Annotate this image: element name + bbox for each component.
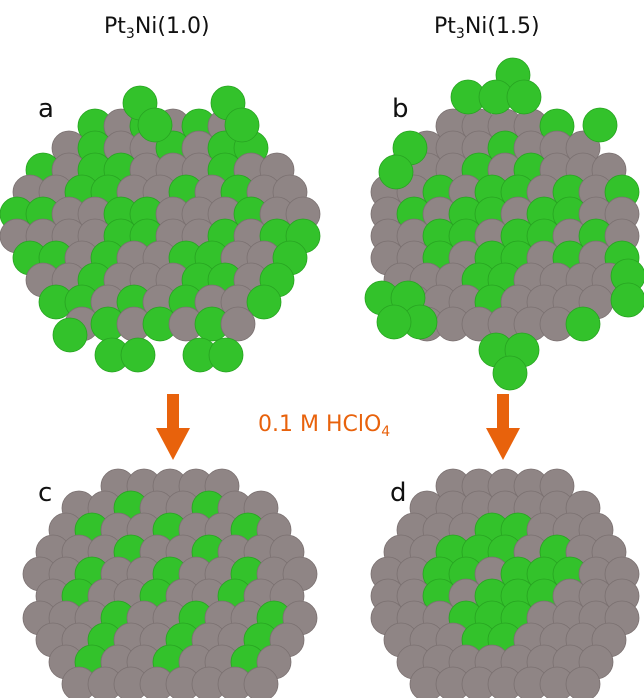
panel-label-c: c bbox=[38, 478, 53, 508]
ni-atom bbox=[610, 282, 644, 318]
panel-label-a: a bbox=[38, 94, 54, 124]
pt-atom bbox=[243, 666, 279, 698]
acid-treatment-label: 0.1 M HClO4 bbox=[258, 412, 391, 440]
panel-label-d: d bbox=[390, 478, 407, 508]
ni-atom bbox=[582, 107, 618, 143]
down-arrow-left bbox=[156, 394, 190, 460]
ni-atom bbox=[376, 304, 412, 340]
ni-atom bbox=[492, 355, 528, 391]
ni-atom bbox=[52, 317, 88, 353]
pt-atom bbox=[565, 666, 601, 698]
ni-atom bbox=[565, 306, 601, 342]
ni-atom bbox=[378, 154, 414, 190]
ni-atom bbox=[506, 79, 542, 115]
panel-label-b: b bbox=[392, 94, 409, 124]
ni-atom bbox=[208, 337, 244, 373]
ni-atom bbox=[137, 107, 173, 143]
title-pt3ni-1.5: Pt3Ni(1.5) bbox=[434, 14, 540, 42]
pt-atom bbox=[220, 306, 256, 342]
ni-atom bbox=[120, 337, 156, 373]
down-arrow-right bbox=[486, 394, 520, 460]
ni-atom bbox=[224, 107, 260, 143]
ni-atom bbox=[246, 284, 282, 320]
title-pt3ni-1.0: Pt3Ni(1.0) bbox=[104, 14, 210, 42]
